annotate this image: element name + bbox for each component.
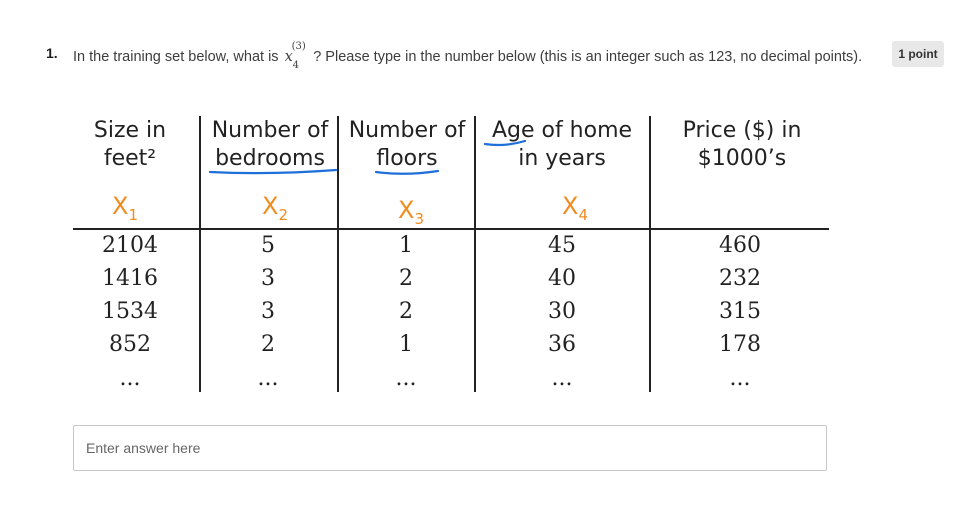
var-x2: X2 [262,192,288,224]
table-cell: 3 [261,299,275,324]
header-age: Age of home in years [478,117,646,173]
header-price: Price ($) in $1000’s [660,117,824,173]
underline-bedrooms [208,168,338,175]
answer-input[interactable] [73,425,827,471]
header-size: Size in feet² [80,117,180,173]
table-cell: ... [729,366,751,391]
math-base: x [284,49,293,65]
header-floors-line1: Number of [348,118,466,143]
table-cell: 40 [548,266,576,291]
math-subscript: 4 [292,60,299,71]
column-divider-4 [649,116,651,392]
header-bedrooms-line1: Number of [211,118,329,143]
table-cell: 1534 [102,299,158,324]
table-cell: 178 [719,332,761,357]
table-cell: 2 [399,266,413,291]
header-age-line2: in years [518,146,606,171]
header-floors: Number of floors [340,117,474,173]
table-cell: 45 [548,233,576,258]
table-cell: 1 [399,332,413,357]
question-text-after: ? Please type in the number below (this … [313,49,863,65]
underline-floors [374,169,440,175]
header-price-line2: $1000’s [697,146,787,171]
table-cell: ... [551,366,573,391]
header-age-line1: Age of home [491,118,633,143]
header-size-line1: Size in [93,118,167,143]
table-cell: 2104 [102,233,158,258]
table-cell: 2 [399,299,413,324]
table-cell: 3 [261,266,275,291]
header-divider [73,228,829,230]
table-cell: ... [119,366,141,391]
var-x3: X3 [398,196,424,228]
column-divider-3 [474,116,476,392]
table-cell: 315 [719,299,761,324]
question-number: 1. [46,45,58,61]
table-cell: ... [395,366,417,391]
table-cell: 1 [399,233,413,258]
table-cell: 1416 [102,266,158,291]
header-floors-line2: floors [376,146,438,171]
header-size-line2: feet² [103,146,157,171]
header-bedrooms-line2: bedrooms [215,146,325,171]
header-price-line1: Price ($) in [682,118,802,143]
table-cell: 30 [548,299,576,324]
question-text-before: In the training set below, what is [73,49,279,65]
var-x1: X1 [112,192,138,224]
table-cell: 460 [719,233,761,258]
table-cell: ... [257,366,279,391]
underline-age [483,139,527,147]
table-cell: 36 [548,332,576,357]
points-badge: 1 point [892,41,944,67]
column-divider-2 [337,116,339,392]
math-superscript: (3) [291,41,306,52]
table-cell: 852 [109,332,151,357]
column-divider-1 [199,116,201,392]
question-text: In the training set below, what is x (3)… [73,41,863,71]
table-cell: 2 [261,332,275,357]
table-cell: 5 [261,233,275,258]
var-x4: X4 [562,192,588,224]
table-cell: 232 [719,266,761,291]
header-bedrooms: Number of bedrooms [203,117,337,173]
math-expression: x (3) 4 [284,41,312,71]
